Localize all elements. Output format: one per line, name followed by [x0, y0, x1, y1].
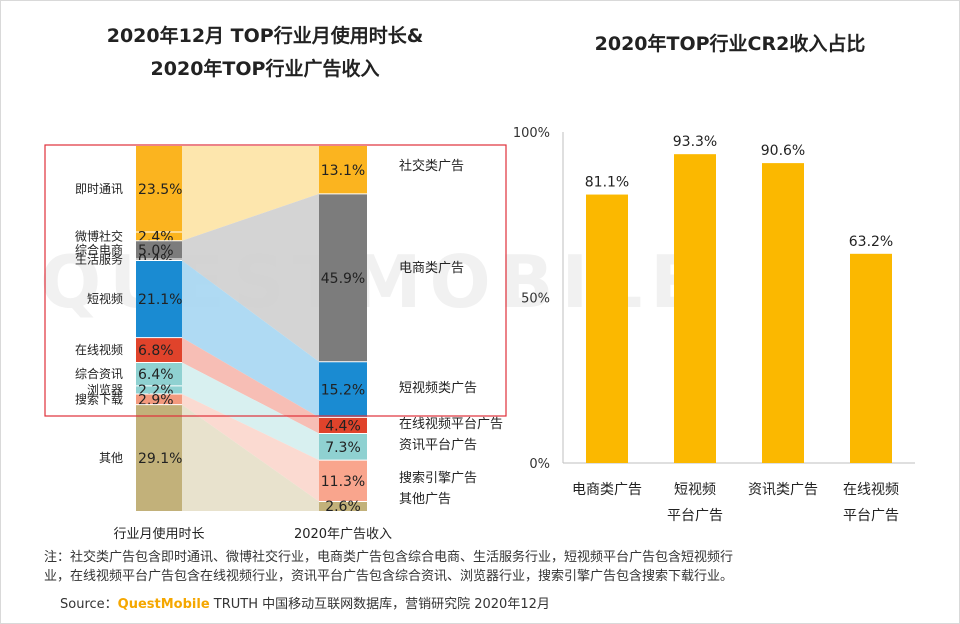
brand-logo-text: QuestMobile	[117, 597, 210, 612]
sankey-left-category-label: 综合资讯	[75, 366, 123, 381]
bar-category-label: 在线视频	[843, 482, 899, 498]
sankey-left-bar	[136, 231, 182, 241]
sankey-right-category-label: 短视频类广告	[399, 381, 477, 396]
sankey-right-bar	[319, 361, 367, 418]
bar-category-label: 电商类广告	[572, 482, 642, 498]
sankey-right-value-label: 7.3%	[325, 440, 361, 456]
sankey-right-value-label: 4.4%	[325, 418, 361, 434]
bar-value-label: 90.6%	[761, 143, 805, 159]
sankey-flow	[182, 337, 319, 434]
sankey-flow	[182, 404, 319, 511]
sankey-left-category-label: 浏览器	[87, 382, 123, 397]
sankey-right-bar	[319, 193, 367, 362]
sankey-left-bar	[136, 260, 182, 338]
bar-value-label: 81.1%	[585, 175, 629, 191]
sankey-right-category-label: 在线视频平台广告	[399, 417, 503, 432]
sankey-right-value-label: 15.2%	[321, 383, 365, 399]
sankey-left-value-label: 23.5%	[138, 182, 182, 198]
right-chart-title: 2020年TOP行业CR2收入占比	[594, 33, 866, 55]
bar	[586, 194, 628, 463]
sankey-left-category-label: 其他	[99, 451, 123, 465]
sankey-right-category-label: 社交类广告	[399, 158, 464, 174]
source-rest: TRUTH 中国移动互联网数据库，营销研究院 2020年12月	[209, 597, 550, 612]
sankey-right-bar	[319, 417, 367, 434]
bar-value-label: 63.2%	[849, 234, 893, 250]
bar-y-tick-label: 50%	[521, 292, 550, 307]
sankey-left-axis-label: 行业月使用时长	[113, 526, 204, 542]
bar-y-tick-label: 100%	[513, 126, 550, 141]
sankey-right-category-label: 搜索引擎广告	[399, 471, 477, 486]
bar	[850, 253, 892, 463]
sankey-flow	[182, 362, 319, 461]
bar-category-label: 资讯类广告	[748, 482, 818, 498]
source-prefix: Source：	[60, 597, 118, 612]
sankey-left-value-label: 21.1%	[138, 292, 182, 308]
left-title-line1: 2020年12月 TOP行业月使用时长&	[106, 25, 424, 47]
bar-category-label: 平台广告	[843, 508, 899, 524]
bar	[674, 154, 716, 463]
sankey-right-category-label: 其他广告	[399, 492, 451, 507]
sankey-left-bar	[136, 146, 182, 232]
bar-category-label: 短视频	[674, 482, 716, 498]
bar	[762, 163, 804, 463]
sankey-right-category-label: 资讯平台广告	[399, 438, 477, 453]
footnote-line1: 注：社交类广告包含即时通讯、微博社交行业，电商类广告包含综合电商、生活服务行业，…	[44, 550, 734, 565]
sankey-left-bar	[136, 385, 182, 394]
footnote: 注：社交类广告包含即时通讯、微博社交行业，电商类广告包含综合电商、生活服务行业，…	[44, 548, 924, 586]
sankey-right-bar	[319, 460, 367, 502]
sankey-left-category-label: 综合电商	[75, 242, 123, 257]
sankey-right-value-label: 45.9%	[321, 271, 365, 287]
sankey-left-category-label: 在线视频	[75, 342, 123, 357]
sankey-right-category-label: 电商类广告	[399, 261, 464, 276]
sankey-left-category-label: 即时通讯	[75, 182, 123, 196]
sankey-right-bar	[319, 146, 367, 194]
bar-category-label: 平台广告	[667, 508, 723, 524]
sankey-left-value-label: 5.0%	[138, 243, 174, 259]
footnote-line2: 业，在线视频平台广告包含在线视频行业，资讯平台广告包含综合资讯、浏览器行业，搜索…	[44, 569, 734, 584]
sankey-flow	[182, 146, 319, 241]
sankey-left-category-label: 微博社交	[75, 228, 123, 243]
sankey-left-value-label: 6.8%	[138, 343, 174, 359]
sankey-left-bar	[136, 240, 182, 260]
sankey-right-value-label: 2.6%	[325, 499, 361, 515]
sankey-left-bar	[136, 393, 182, 405]
sankey-flow	[182, 393, 319, 502]
sankey-left-bar	[136, 259, 182, 261]
bar-value-label: 93.3%	[673, 134, 717, 150]
sankey-left-bar	[136, 404, 182, 511]
sankey-flow	[182, 193, 319, 362]
sankey-right-bar	[319, 433, 367, 461]
bar-y-tick-label: 0%	[529, 457, 550, 472]
highlight-box	[44, 144, 507, 417]
sankey-left-value-label: 29.1%	[138, 451, 182, 467]
sankey-right-value-label: 13.1%	[321, 163, 365, 179]
sankey-right-value-label: 11.3%	[321, 474, 365, 490]
sankey-left-category-label: 搜索下载	[75, 391, 123, 406]
sankey-left-category-label: 短视频	[87, 291, 123, 306]
sankey-left-bar	[136, 362, 182, 386]
sankey-left-category-label: 生活服务	[75, 252, 123, 267]
left-chart-title: 2020年12月 TOP行业月使用时长& 2020年TOP行业广告收入	[55, 20, 475, 86]
sankey-right-bar	[319, 501, 367, 511]
sankey-right-axis-label: 2020年广告收入	[294, 527, 392, 542]
source-line: Source：QuestMobile TRUTH 中国移动互联网数据库，营销研究…	[60, 593, 550, 612]
sankey-left-bar	[136, 337, 182, 363]
left-title-line2: 2020年TOP行业广告收入	[150, 58, 380, 80]
sankey-flow	[182, 260, 319, 418]
sankey-left-value-label: 6.4%	[138, 367, 174, 383]
